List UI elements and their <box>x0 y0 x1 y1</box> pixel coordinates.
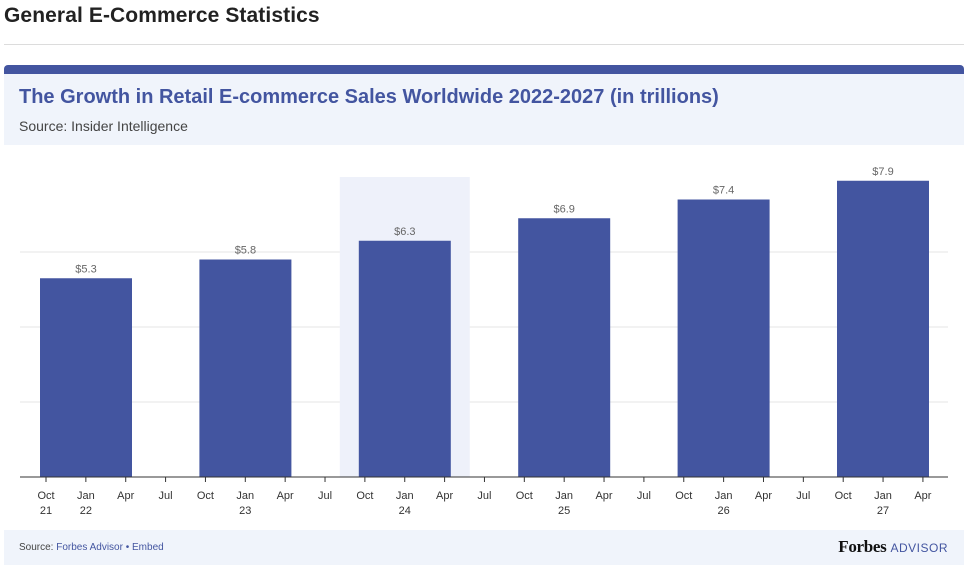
x-tick-label-month: Oct <box>37 490 54 502</box>
x-tick-label-month: Jul <box>637 490 651 502</box>
x-tick-label-month: Apr <box>436 490 453 502</box>
x-tick-label-month: Jul <box>159 490 173 502</box>
forbes-advisor-logo: Forbes ADVISOR <box>838 537 948 557</box>
heading-divider <box>4 44 964 45</box>
x-tick-label-year: 22 <box>80 505 92 517</box>
x-tick-label-month: Jan <box>77 490 95 502</box>
x-tick-label-month: Jan <box>396 490 414 502</box>
card-footer: Source: Forbes Advisor • Embed Forbes AD… <box>4 530 964 565</box>
data-label-2025: $6.9 <box>553 203 574 215</box>
x-tick-label-month: Jul <box>318 490 332 502</box>
x-tick-label-month: Jul <box>477 490 491 502</box>
x-tick-label-month: Oct <box>675 490 692 502</box>
x-tick-label-month: Oct <box>835 490 852 502</box>
card-accent-bar <box>4 65 964 74</box>
x-tick-label-year: 21 <box>40 505 52 517</box>
x-tick-label-month: Jan <box>715 490 733 502</box>
brand-advisor: ADVISOR <box>890 541 948 555</box>
bar-2023 <box>199 259 292 477</box>
forbes-advisor-link[interactable]: Forbes Advisor <box>56 542 123 553</box>
bar-2022 <box>40 278 132 477</box>
data-label-2023: $5.8 <box>235 245 256 257</box>
bar-chart: $5.3 $5.8 $6.3 $6.9 $7.4 $7.9 Oct 21 Jan 22 Apr Jul… <box>20 166 948 517</box>
x-tick-label-month: Jul <box>796 490 810 502</box>
brand-forbes: Forbes <box>838 537 887 556</box>
x-tick-label-month: Jan <box>874 490 892 502</box>
chart-title: The Growth in Retail E-commerce Sales Wo… <box>19 86 719 108</box>
embed-link[interactable]: Embed <box>132 542 164 553</box>
x-tick-label-month: Oct <box>356 490 373 502</box>
x-tick-label-month: Apr <box>755 490 772 502</box>
data-label-2026: $7.4 <box>713 185 734 197</box>
data-label-2027: $7.9 <box>872 166 893 178</box>
chart-area: $5.3 $5.8 $6.3 $6.9 $7.4 $7.9 Oct 21 Jan 22 Apr Jul… <box>4 145 964 530</box>
bar-2026 <box>677 199 770 477</box>
x-tick-label-month: Oct <box>516 490 533 502</box>
bar-2025 <box>518 218 611 477</box>
x-tick-label-year: 24 <box>399 505 411 517</box>
bar-2024 <box>358 240 451 477</box>
x-tick-label-month: Jan <box>236 490 254 502</box>
card-header <box>4 74 964 145</box>
footer-source-prefix: Source: <box>19 542 57 553</box>
page-heading: General E-Commerce Statistics <box>4 4 320 27</box>
bar-2027 <box>837 180 929 477</box>
x-tick-label-year: 27 <box>877 505 889 517</box>
data-label-2022: $5.3 <box>75 263 96 275</box>
x-tick-label-month: Apr <box>914 490 931 502</box>
x-tick-label-month: Apr <box>117 490 134 502</box>
x-tick-label-year: 23 <box>239 505 251 517</box>
x-tick-label-month: Jan <box>555 490 573 502</box>
x-tick-label-month: Apr <box>277 490 294 502</box>
x-tick-label-month: Oct <box>197 490 214 502</box>
footer-source: Source: Forbes Advisor • Embed <box>19 542 164 553</box>
footer-separator: • <box>122 542 133 553</box>
x-tick-label-year: 26 <box>717 505 729 517</box>
data-label-2024: $6.3 <box>394 226 415 238</box>
x-tick-label-year: 25 <box>558 505 570 517</box>
chart-subtitle: Source: Insider Intelligence <box>19 118 188 134</box>
x-tick-label-month: Apr <box>595 490 612 502</box>
